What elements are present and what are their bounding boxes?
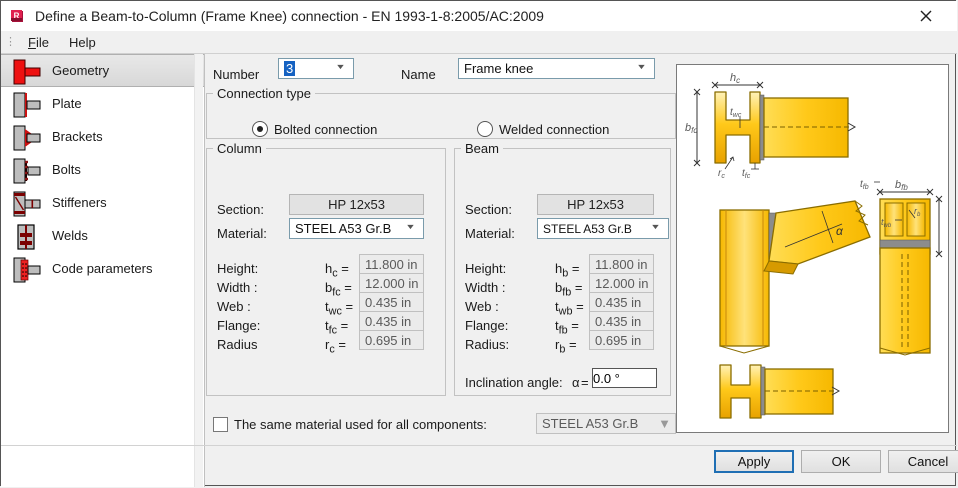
svg-text:rc: rc xyxy=(718,168,725,180)
svg-text:hc: hc xyxy=(730,72,740,85)
svg-text:tfc: tfc xyxy=(742,168,751,180)
svg-text:bfb: bfb xyxy=(895,179,908,192)
svg-text:tfb: tfb xyxy=(860,179,869,191)
svg-text:α: α xyxy=(836,224,844,238)
svg-text:bfc: bfc xyxy=(685,122,697,135)
